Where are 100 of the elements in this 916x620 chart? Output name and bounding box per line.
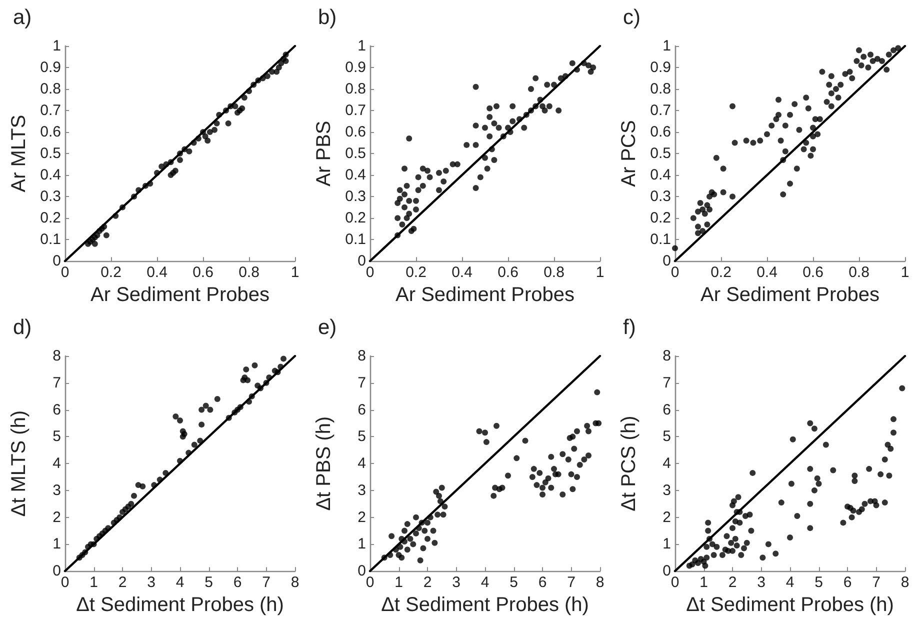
x-tick-label: 0.4 bbox=[756, 264, 778, 282]
y-tick-label: 1 bbox=[358, 536, 366, 553]
chart-title: a) bbox=[13, 6, 32, 29]
y-axis-title: Δt PCS (h) bbox=[618, 416, 640, 512]
x-tick-label: 4 bbox=[480, 574, 490, 592]
x-tick-label: 3 bbox=[757, 574, 766, 592]
y-tick-label: 8 bbox=[358, 348, 366, 364]
y-tick-label: 3 bbox=[662, 482, 671, 499]
x-tick-label: 6 bbox=[233, 574, 242, 592]
y-tick-label: 0.2 bbox=[345, 210, 366, 227]
x-tick-label: 0.2 bbox=[406, 264, 426, 282]
y-tick-label: 4 bbox=[358, 455, 366, 472]
y-tick-label: 1 bbox=[52, 38, 61, 54]
y-axis-title: Δt PBS (h) bbox=[313, 416, 335, 511]
x-tick-label: 0.2 bbox=[710, 264, 732, 282]
y-tick-label: 8 bbox=[662, 348, 671, 364]
y-tick-label: 0.1 bbox=[40, 231, 61, 248]
x-tick-label: 0.8 bbox=[848, 264, 870, 282]
y-tick-label: 4 bbox=[52, 455, 61, 472]
y-tick-label: 0 bbox=[358, 562, 366, 580]
y-tick-label: 0.9 bbox=[650, 59, 671, 76]
y-tick-label: 0.5 bbox=[650, 145, 671, 162]
x-tick-label: 7 bbox=[567, 574, 576, 592]
x-tick-label: 2 bbox=[118, 574, 127, 592]
x-tick-label: 4 bbox=[176, 574, 184, 592]
x-tick-label: 0.8 bbox=[238, 264, 260, 282]
y-tick-label: 3 bbox=[52, 482, 61, 499]
y-tick-label: 0.3 bbox=[650, 188, 671, 206]
x-tick-label: 1 bbox=[290, 264, 300, 282]
x-tick-label: 3 bbox=[452, 574, 460, 592]
x-tick-label: 1 bbox=[90, 574, 98, 592]
y-tick-label: 1 bbox=[358, 38, 366, 54]
x-tick-label: 0.4 bbox=[146, 264, 168, 282]
x-tick-label: 8 bbox=[596, 574, 604, 592]
x-axis-title: Ar Sediment Probes bbox=[396, 284, 574, 306]
y-tick-label: 0.4 bbox=[345, 166, 366, 184]
x-tick-label: 0.4 bbox=[452, 264, 472, 282]
x-tick-label: 0.8 bbox=[544, 264, 564, 282]
y-tick-label: 0.9 bbox=[345, 59, 366, 76]
y-tick-label: 5 bbox=[662, 428, 671, 446]
y-tick-label: 0.7 bbox=[650, 102, 671, 120]
y-tick-label: 0.1 bbox=[345, 231, 366, 248]
y-tick-label: 1 bbox=[52, 536, 61, 553]
x-axis-title: Δt Sediment Probes (h) bbox=[686, 594, 894, 616]
y-tick-label: 0.5 bbox=[40, 145, 61, 162]
x-tick-label: 1 bbox=[394, 574, 403, 592]
y-tick-label: 8 bbox=[52, 348, 61, 364]
x-tick-label: 7 bbox=[262, 574, 270, 592]
x-tick-label: 0.6 bbox=[802, 264, 824, 282]
y-tick-label: 0.6 bbox=[650, 124, 671, 141]
y-tick-label: 0.5 bbox=[345, 145, 366, 162]
y-tick-label: 0.4 bbox=[40, 166, 61, 184]
y-tick-label: 0.1 bbox=[650, 231, 671, 248]
x-tick-label: 6 bbox=[538, 574, 547, 592]
x-tick-label: 0.2 bbox=[100, 264, 122, 282]
y-tick-label: 0.7 bbox=[345, 102, 366, 120]
y-tick-label: 0.7 bbox=[40, 102, 61, 120]
chart-title: c) bbox=[623, 6, 640, 29]
y-axis-title: Ar MLTS bbox=[8, 114, 30, 192]
y-axis-title: Ar PCS bbox=[618, 120, 640, 187]
y-tick-label: 5 bbox=[52, 428, 61, 446]
y-tick-label: 3 bbox=[358, 482, 366, 499]
x-tick-label: 3 bbox=[147, 574, 156, 592]
y-tick-label: 6 bbox=[52, 401, 61, 418]
y-axis-title: Δt MLTS (h) bbox=[8, 410, 30, 517]
chart-title: b) bbox=[318, 6, 337, 29]
x-tick-label: 2 bbox=[423, 574, 432, 592]
y-tick-label: 0.3 bbox=[345, 188, 366, 206]
x-tick-label: 5 bbox=[204, 574, 213, 592]
y-tick-label: 5 bbox=[358, 428, 366, 446]
x-tick-label: 8 bbox=[290, 574, 300, 592]
y-tick-label: 0 bbox=[52, 562, 61, 580]
y-tick-label: 7 bbox=[358, 374, 366, 392]
x-axis-title: Δt Sediment Probes (h) bbox=[76, 594, 284, 616]
x-tick-label: 1 bbox=[596, 264, 604, 282]
chart-title: f) bbox=[623, 316, 636, 339]
y-tick-label: 0.6 bbox=[40, 124, 61, 141]
x-tick-label: 6 bbox=[843, 574, 852, 592]
chart-title: d) bbox=[13, 316, 32, 339]
y-tick-label: 0 bbox=[662, 562, 671, 580]
x-tick-label: 0.6 bbox=[192, 264, 214, 282]
x-tick-label: 8 bbox=[900, 574, 910, 592]
y-tick-label: 0 bbox=[662, 252, 671, 270]
chart-title: e) bbox=[318, 316, 337, 339]
y-tick-label: 1 bbox=[662, 536, 671, 553]
x-tick-label: 0.6 bbox=[498, 264, 518, 282]
y-tick-label: 0 bbox=[358, 252, 366, 270]
y-tick-label: 7 bbox=[662, 374, 671, 392]
y-tick-label: 2 bbox=[358, 508, 366, 526]
x-axis-title: Ar Sediment Probes bbox=[700, 284, 880, 306]
y-tick-label: 0.4 bbox=[650, 166, 671, 184]
y-tick-label: 6 bbox=[358, 401, 366, 418]
y-tick-label: 0.8 bbox=[345, 80, 366, 98]
y-tick-label: 6 bbox=[662, 401, 671, 418]
x-tick-label: 1 bbox=[700, 574, 708, 592]
x-axis-title: Δt Sediment Probes (h) bbox=[381, 594, 589, 616]
x-tick-label: 5 bbox=[814, 574, 823, 592]
x-tick-label: 4 bbox=[786, 574, 794, 592]
x-axis-title: Ar Sediment Probes bbox=[90, 284, 270, 306]
x-tick-label: 2 bbox=[728, 574, 737, 592]
